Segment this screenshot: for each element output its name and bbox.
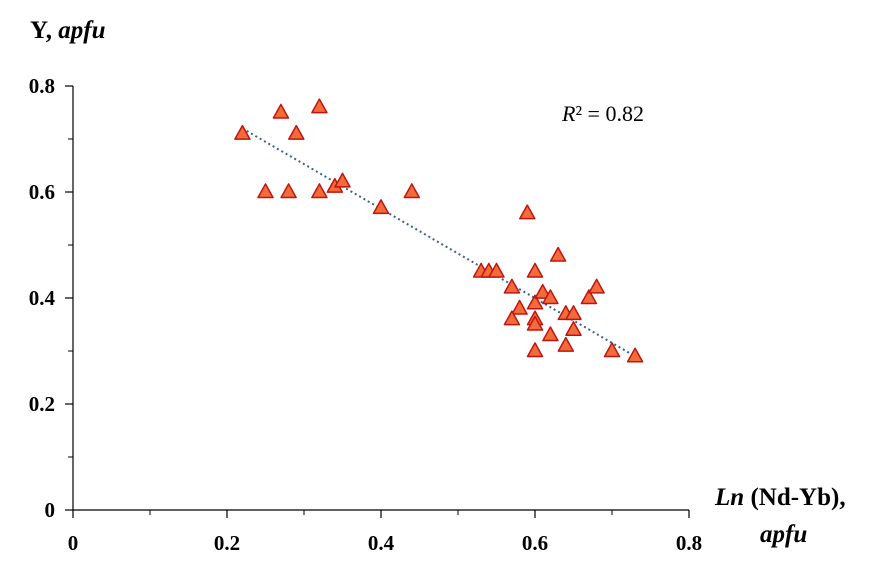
data-point [542,289,559,305]
data-point [526,262,544,278]
data-point [519,204,536,220]
trendline-group [241,127,636,358]
data-point [549,246,567,262]
y-axis-title-plain: Y, [30,17,58,44]
x-tick-label: 0.4 [368,531,395,555]
data-point [526,342,544,358]
r-squared-annotation: R² = 0.82 [561,101,644,126]
data-point [311,98,328,114]
data-point [565,305,582,321]
x-tick-label: 0.6 [522,531,548,555]
x-tick-label: 0.2 [214,531,240,555]
data-point [534,283,551,299]
y-axis-title: Y, apfu [30,17,106,44]
x-tick-label: 0 [68,531,79,555]
data-point [626,347,644,363]
r-squared-var: R [561,101,576,126]
axes-group [72,86,689,511]
x-tick-label: 0.8 [676,531,702,555]
x-axis-title-plain: (Nd-Yb), [744,484,845,511]
data-point [488,262,505,278]
data-point [580,289,598,305]
data-point [526,315,544,331]
data-point [503,278,521,294]
y-tick-label: 0.8 [29,74,55,98]
data-point [526,294,544,310]
data-point [542,326,559,342]
x-axis-title: Ln (Nd-Yb), [714,484,846,511]
data-point [280,183,297,199]
data-point [403,183,421,199]
data-point [511,299,528,315]
data-point [565,320,582,337]
x-axis-title-line2: apfu [760,521,807,548]
x-axis-title-italic: Ln [714,484,744,511]
y-tick-label: 0.4 [29,286,56,310]
data-point [588,278,605,294]
data-point [234,124,251,140]
ticks-group: 0 0.2 0.4 0.6 0.8 0 0.2 0.4 0.6 0.8 [29,74,702,555]
y-tick-label: 0 [45,498,56,522]
trendline [241,127,636,358]
y-axis-title-italic: apfu [58,17,105,44]
data-point [603,342,621,358]
y-tick-label: 0.2 [29,392,55,416]
y-tick-label: 0.6 [29,180,55,204]
data-point [372,199,390,215]
data-point [288,124,305,140]
r-squared-value: ² = 0.82 [575,101,644,126]
data-point [311,183,328,199]
data-point [257,183,274,199]
points-group [234,98,644,363]
data-point [503,310,521,326]
data-point [272,103,290,119]
data-point [334,172,351,188]
data-point [557,336,575,352]
